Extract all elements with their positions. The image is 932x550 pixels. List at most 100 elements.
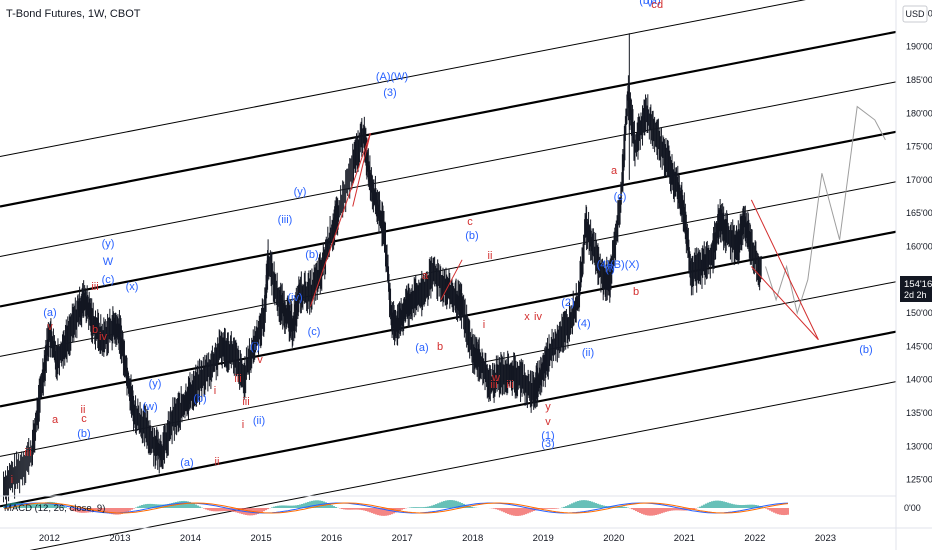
wave-label-red: iii — [234, 373, 241, 385]
x-tick-label: 2017 — [392, 533, 413, 544]
currency-label: USD — [905, 9, 925, 19]
wave-label-red: ii — [488, 250, 493, 262]
wave-label-blue: (a) — [647, 0, 660, 7]
trend-channels — [0, 0, 897, 550]
projection-lines — [765, 105, 886, 316]
wave-label-red: i — [242, 419, 244, 431]
y-tick-label: 180'00 — [906, 108, 932, 118]
x-tick-label: 2018 — [462, 533, 483, 544]
last-price-badge — [900, 276, 932, 302]
wave-label-blue: (3) — [383, 87, 396, 99]
chart-title: T-Bond Futures, 1W, CBOT — [6, 8, 141, 20]
wave-trendline — [352, 133, 371, 207]
currency-box[interactable] — [902, 5, 928, 23]
wave-label-red: b — [92, 324, 98, 336]
wave-label-blue: (y) — [102, 238, 115, 250]
wave-label-blue: (2) — [561, 297, 574, 309]
wave-label-red: a — [611, 165, 618, 177]
wave-label-blue: (ii) — [582, 347, 594, 359]
projection-path — [765, 105, 886, 316]
channel-line — [0, 0, 806, 158]
wave-label-blue: (b) — [639, 0, 652, 7]
x-tick-label: 2021 — [674, 533, 695, 544]
wave-label-red: v — [47, 321, 53, 333]
y-tick-label: 185'00 — [906, 75, 932, 85]
wave-label-blue: (i) — [605, 263, 615, 275]
wave-label-red: iii — [91, 281, 98, 293]
x-tick-label: 2015 — [250, 533, 271, 544]
wave-label-red: iii — [506, 379, 513, 391]
wave-label-blue: (1) — [541, 430, 554, 442]
y-tick-label: 130'00 — [906, 441, 932, 451]
y-tick-label: 135'00 — [906, 408, 932, 418]
wave-label-red: x — [524, 311, 530, 323]
wave-label-red: v — [545, 416, 551, 428]
wave-label-red: ii — [81, 404, 86, 416]
x-tick-label: 2012 — [39, 533, 60, 544]
channel-line — [0, 81, 897, 257]
wave-label-blue: (y) — [294, 186, 307, 198]
wave-label-blue: (w) — [142, 401, 157, 413]
wave-label-blue: (4) — [577, 318, 590, 330]
price-axis: 125'00130'00135'00140'00145'00150'00155'… — [895, 0, 932, 550]
x-tick-label: 2014 — [180, 533, 201, 544]
wave-label-red: i — [214, 385, 216, 397]
channel-line — [29, 381, 897, 550]
bar-countdown: 2d 2h — [904, 290, 927, 300]
signal-line — [3, 502, 789, 514]
wave-label-blue: (b) — [465, 230, 478, 242]
wave-label-blue: (i) — [250, 341, 260, 353]
channel-line — [0, 181, 897, 357]
wave-label-blue: (a) — [180, 457, 193, 469]
wave-label-red: c — [467, 216, 473, 228]
wave-label-blue: (A)(W) — [376, 71, 408, 83]
wave-label-blue: (b) — [859, 344, 872, 356]
channel-line — [0, 230, 897, 408]
y-tick-label: 140'00 — [906, 375, 932, 385]
wave-label-blue: (a) — [415, 342, 428, 354]
wave-label-blue: (b) — [305, 249, 318, 261]
x-tick-label: 2020 — [603, 533, 624, 544]
wave-label-blue: (ii) — [253, 415, 265, 427]
wave-trendline — [440, 259, 463, 301]
wave-label-blue: (c) — [308, 326, 321, 338]
macd-value: 0'00 — [904, 503, 921, 513]
wave-label-blue: (b) — [77, 428, 90, 440]
y-tick-label: 125'00 — [906, 475, 932, 485]
y-tick-label: 165'00 — [906, 208, 932, 218]
x-tick-label: 2016 — [321, 533, 342, 544]
wave-label-blue: (y) — [149, 378, 162, 390]
channel-line — [0, 130, 897, 308]
wave-label-blue: (iii) — [278, 214, 293, 226]
x-tick-label: 2022 — [744, 533, 765, 544]
x-tick-label: 2013 — [109, 533, 130, 544]
wave-label-blue: (a) — [43, 307, 56, 319]
channel-line — [0, 281, 897, 457]
wave-labels: (a)(b)(c)(x)(y)(w)W(y)(i)(ii)(iii)(iv)(b… — [11, 0, 873, 486]
wave-label-red: y — [545, 401, 551, 413]
price-series — [3, 33, 819, 505]
wave-label-blue: (x) — [126, 281, 139, 293]
wave-label-red: b — [633, 286, 639, 298]
wave-label-red: a — [52, 414, 59, 426]
wave-label-blue: (b) — [193, 393, 206, 405]
wave-label-red: c — [651, 0, 657, 11]
x-tick-label: 2023 — [815, 533, 836, 544]
wave-label-blue: (4)(B)(X) — [597, 259, 640, 271]
channel-line — [0, 330, 897, 508]
wave-label-red: b — [437, 341, 443, 353]
y-tick-label: 175'00 — [906, 142, 932, 152]
wave-label-red: iii — [490, 379, 497, 391]
wave-label-red: v — [257, 354, 263, 366]
wave-label-red: i — [11, 474, 13, 486]
x-tick-label: 2019 — [533, 533, 554, 544]
y-tick-label: 190'00 — [906, 42, 932, 52]
y-tick-label: 170'00 — [906, 175, 932, 185]
y-tick-label: 145'00 — [906, 341, 932, 351]
wave-label-red: iii — [24, 447, 31, 459]
wave-trendline — [751, 266, 819, 341]
wave-label-red: c — [81, 413, 87, 425]
wave-label-red: w — [491, 372, 500, 384]
wave-trendline — [750, 199, 819, 340]
